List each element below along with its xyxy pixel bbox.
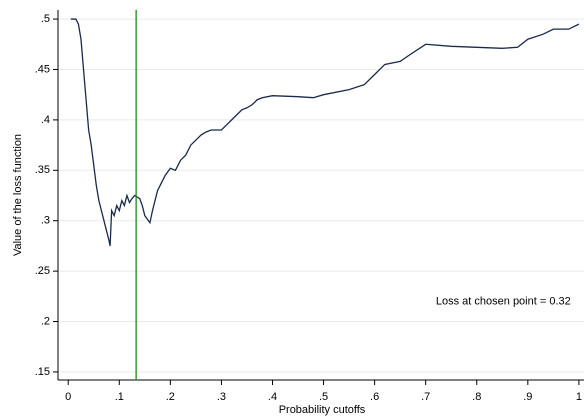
x-tick-label: .4 xyxy=(268,391,277,403)
annotation: Loss at chosen point = 0.32 xyxy=(436,295,571,307)
y-tick-label: .35 xyxy=(35,164,50,176)
y-tick-label: .2 xyxy=(41,315,50,327)
x-axis-label: Probability cutoffs xyxy=(279,404,366,416)
x-tick-label: .3 xyxy=(217,391,226,403)
x-tick-label: .5 xyxy=(319,391,328,403)
y-tick-label: .45 xyxy=(35,63,50,75)
x-tick-label: 0 xyxy=(65,391,71,403)
y-tick-label: .3 xyxy=(41,215,50,227)
y-tick-label: .5 xyxy=(41,13,50,25)
x-tick-label: .9 xyxy=(523,391,532,403)
x-tick-label: .6 xyxy=(370,391,379,403)
loss-line xyxy=(70,18,580,247)
x-tick-label: .2 xyxy=(166,391,175,403)
y-tick-label: .4 xyxy=(41,114,50,126)
x-tick-label: .7 xyxy=(421,391,430,403)
x-tick-label: .1 xyxy=(115,391,124,403)
y-tick-label: .25 xyxy=(35,265,50,277)
y-axis-label: Value of the loss function xyxy=(12,134,24,256)
y-tick-label: .15 xyxy=(35,366,50,378)
x-tick-label: .8 xyxy=(472,391,481,403)
x-tick-label: 1 xyxy=(576,391,582,403)
